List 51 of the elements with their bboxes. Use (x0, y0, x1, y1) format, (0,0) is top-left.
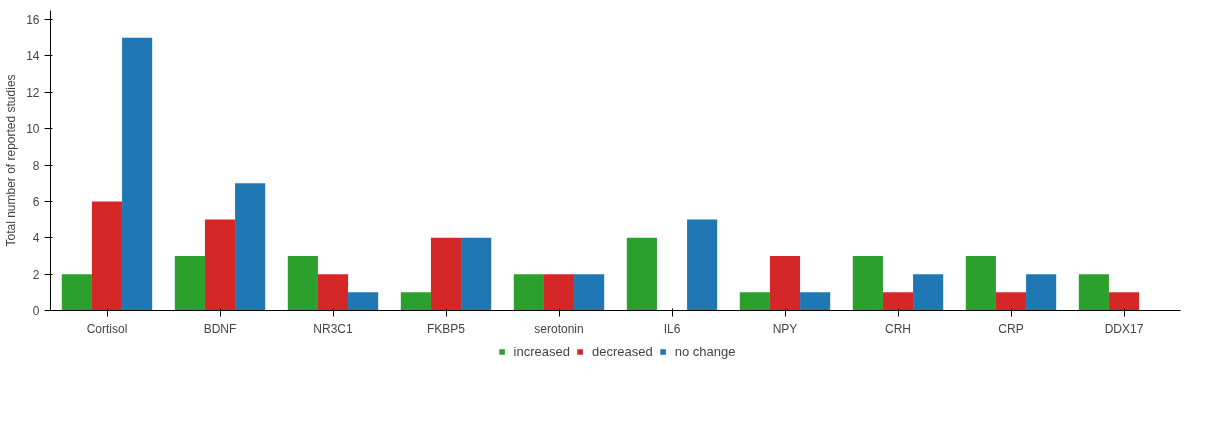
x-tick-label: FKBP5 (426, 321, 466, 336)
x-tick-label: IL6 (663, 321, 681, 336)
bar (800, 292, 831, 311)
x-tick-label: DDX17 (1104, 321, 1144, 336)
legend-label: increased (513, 343, 570, 359)
y-tick-label: 4 (32, 231, 40, 246)
y-axis-title: Total number of reported studies (4, 74, 19, 247)
legend-label: decreased (591, 343, 653, 359)
bar (1108, 292, 1140, 311)
bar (965, 255, 996, 311)
bar (995, 292, 1027, 311)
bar (122, 37, 153, 311)
y-tick-label: 12 (26, 85, 40, 100)
bar (204, 219, 236, 311)
bar (739, 292, 770, 311)
y-tick-label: 0 (32, 304, 40, 318)
x-tick-label: Cortisol (86, 321, 128, 336)
bar (317, 274, 349, 311)
bar (574, 274, 605, 311)
x-tick-label: CRH (885, 321, 911, 336)
bar (769, 255, 801, 311)
bar (287, 255, 318, 311)
bar (513, 274, 544, 311)
bar (61, 274, 92, 311)
legend-label: no change (674, 343, 736, 359)
bar (852, 255, 883, 311)
y-tick-label: 10 (26, 122, 40, 137)
x-tick-label: BDNF (203, 321, 237, 336)
x-tick-label: serotonin (534, 321, 584, 336)
y-tick-label: 8 (32, 158, 40, 173)
x-tick-label: NPY (772, 321, 798, 336)
y-tick-label: 2 (32, 267, 40, 282)
y-tick-label: 16 (26, 13, 40, 28)
bar (913, 274, 944, 311)
bar (1078, 274, 1109, 311)
x-tick-label: NR3C1 (313, 321, 353, 336)
bar (626, 237, 657, 311)
bar (687, 219, 718, 311)
bar (461, 237, 492, 311)
bar (348, 292, 379, 311)
bar (174, 255, 205, 311)
bar (430, 237, 462, 311)
bar (400, 292, 431, 311)
bar (1026, 274, 1057, 311)
y-tick-label: 6 (32, 194, 40, 209)
y-tick-label: 14 (26, 49, 40, 64)
bar (882, 292, 914, 311)
bar (543, 274, 575, 311)
x-tick-label: CRP (998, 321, 1024, 336)
bar (91, 201, 123, 311)
bar (235, 183, 266, 311)
